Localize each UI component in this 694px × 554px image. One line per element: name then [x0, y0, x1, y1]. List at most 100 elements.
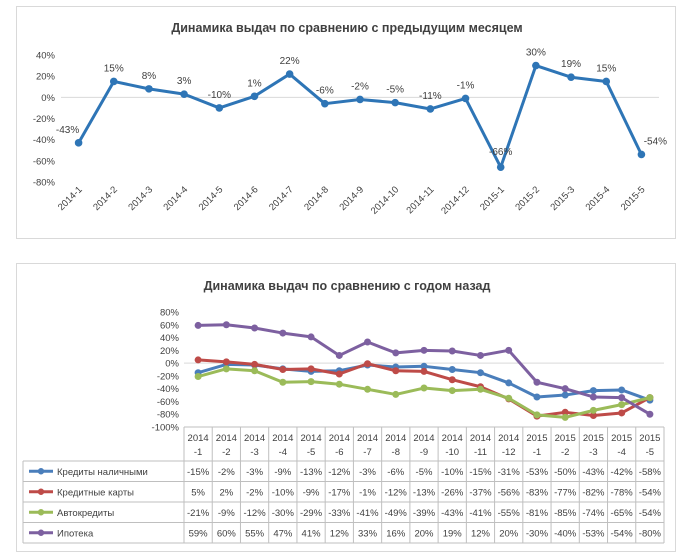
data-point — [505, 394, 513, 402]
data-point — [109, 77, 118, 86]
data-label: -10% — [208, 90, 231, 101]
x-tick-label-year: 2014 — [329, 433, 350, 444]
data-label: -54% — [644, 136, 667, 147]
data-point — [561, 408, 569, 416]
data-point — [561, 391, 569, 399]
y-tick-label: 40% — [160, 333, 180, 344]
data-label: -1% — [457, 80, 475, 91]
x-tick-label-year: 2015 — [526, 433, 547, 444]
data-point — [279, 329, 287, 337]
x-tick-label-month: -5 — [307, 447, 315, 458]
data-point — [251, 324, 259, 332]
data-point — [392, 367, 400, 375]
x-tick-label: 2014-1 — [56, 184, 85, 213]
data-point — [335, 370, 343, 378]
table-cell-value: -26% — [441, 487, 464, 498]
data-point — [251, 367, 259, 375]
table-cell-value: -40% — [554, 528, 577, 539]
x-tick-label-month: -9 — [420, 447, 428, 458]
legend-label: Кредиты наличными — [57, 467, 148, 478]
table-cell-value: -78% — [611, 487, 634, 498]
legend-marker — [37, 529, 45, 536]
x-tick-label-month: -5 — [646, 447, 654, 458]
x-tick-label-year: 2014 — [188, 433, 209, 444]
table-cell-value: 5% — [191, 487, 205, 498]
data-point — [321, 99, 329, 108]
x-tick-label-month: -3 — [250, 447, 258, 458]
legend-label: Ипотека — [57, 528, 94, 539]
x-tick-label-month: -4 — [617, 447, 625, 458]
data-point — [618, 394, 626, 402]
data-point — [307, 365, 315, 373]
y-tick-label: -20% — [33, 114, 56, 125]
data-point — [194, 321, 202, 329]
table-cell-value: -21% — [187, 508, 210, 519]
data-point — [448, 347, 456, 355]
data-point — [602, 77, 611, 86]
data-point — [74, 139, 83, 147]
x-tick-label: 2015-4 — [584, 184, 613, 213]
x-tick-label: 2014-9 — [337, 184, 366, 213]
x-tick-label-year: 2014 — [442, 433, 463, 444]
x-tick-label-month: -7 — [363, 447, 371, 458]
x-tick-label-month: -12 — [502, 447, 516, 458]
data-label: 3% — [177, 76, 192, 87]
data-label: 15% — [104, 63, 124, 74]
data-point — [279, 378, 287, 386]
table-cell-value: -55% — [498, 508, 521, 519]
data-point — [222, 321, 230, 329]
x-tick-label: 2015-5 — [619, 184, 648, 213]
y-tick-label: -60% — [157, 397, 180, 408]
x-tick-label-year: 2015 — [555, 433, 576, 444]
table-cell-value: -56% — [498, 487, 521, 498]
x-tick-label-year: 2015 — [639, 433, 660, 444]
table-cell-value: 59% — [189, 528, 209, 539]
data-point — [533, 393, 541, 401]
y-tick-label: -20% — [157, 371, 180, 382]
data-point — [589, 387, 597, 395]
table-cell-value: -10% — [441, 467, 464, 478]
table-cell-value: 2% — [219, 487, 233, 498]
table-cell-value: 47% — [273, 528, 293, 539]
x-tick-label-year: 2014 — [272, 433, 293, 444]
x-tick-label-month: -4 — [279, 447, 287, 458]
table-cell-value: -12% — [328, 467, 351, 478]
table-cell-value: -9% — [303, 487, 320, 498]
table-cell-value: -33% — [328, 508, 351, 519]
data-point — [448, 387, 456, 395]
legend-marker — [37, 488, 45, 495]
x-tick-label: 2014-10 — [369, 184, 401, 216]
x-tick-label-month: -2 — [222, 447, 230, 458]
yoy-chart-panel: Динамика выдач по сравнению с годом наза… — [16, 263, 676, 552]
table-cell-value: -39% — [413, 508, 436, 519]
data-point — [532, 61, 540, 70]
data-point — [194, 373, 202, 381]
data-point — [533, 411, 541, 419]
table-cell-value: -85% — [554, 508, 577, 519]
chart-title: Динамика выдач по сравнению с предыдущим… — [171, 21, 522, 35]
y-tick-label: -40% — [33, 135, 56, 146]
y-tick-label: 0% — [165, 359, 179, 370]
table-cell-value: 20% — [414, 528, 434, 539]
data-label: 1% — [247, 78, 262, 89]
data-point — [505, 379, 513, 387]
data-point — [567, 73, 575, 82]
data-point — [145, 85, 153, 93]
data-point — [618, 386, 626, 394]
table-cell-value: -65% — [611, 508, 634, 519]
data-point — [364, 338, 372, 346]
data-point — [420, 362, 428, 370]
data-point — [180, 90, 188, 98]
data-label: 30% — [526, 48, 546, 59]
table-cell-value: 12% — [330, 528, 350, 539]
data-label: 22% — [280, 56, 300, 67]
table-cell-value: -13% — [300, 467, 323, 478]
x-tick-label: 2015-3 — [548, 184, 577, 213]
data-point — [589, 393, 597, 401]
data-point — [391, 98, 399, 107]
table-cell-value: -41% — [469, 508, 492, 519]
table-cell-value: -2% — [218, 467, 235, 478]
table-cell-value: -41% — [356, 508, 379, 519]
data-point — [637, 150, 646, 159]
x-tick-label-month: -8 — [392, 447, 400, 458]
